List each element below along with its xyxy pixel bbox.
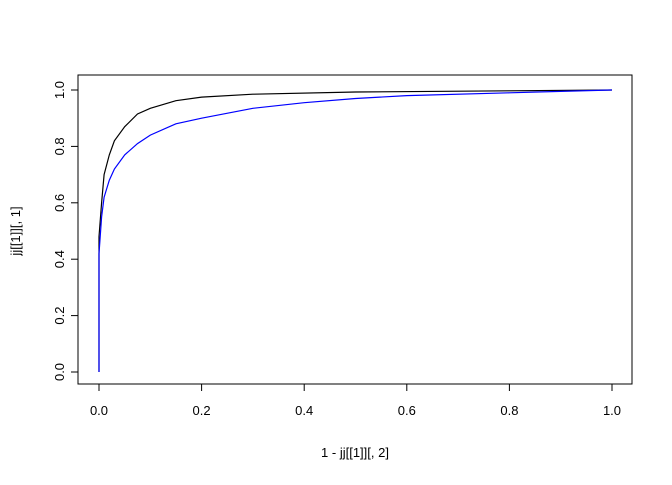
y-tick-label: 0.2 <box>52 307 67 325</box>
x-tick-label: 0.8 <box>500 403 518 418</box>
y-tick-label: 1.0 <box>52 81 67 99</box>
y-tick-label: 0.0 <box>52 363 67 381</box>
x-tick-label: 0.0 <box>90 403 108 418</box>
plot-box <box>77 74 633 385</box>
x-tick-label: 0.6 <box>398 403 416 418</box>
y-axis: 0.0 0.2 0.4 0.6 0.8 1.0 <box>52 81 79 381</box>
y-tick-label: 0.6 <box>52 194 67 212</box>
series-lines <box>98 89 613 372</box>
x-axis: 0.0 0.2 0.4 0.6 0.8 1.0 <box>90 383 621 418</box>
x-tick-label: 0.4 <box>295 403 313 418</box>
y-tick-label: 0.8 <box>52 137 67 155</box>
x-tick-label: 1.0 <box>603 403 621 418</box>
y-tick-label: 0.4 <box>52 250 67 268</box>
series-line-2 <box>98 89 613 372</box>
y-axis-label: jj[[1]][, 1] <box>8 206 23 256</box>
x-tick-label: 0.2 <box>193 403 211 418</box>
x-axis-label: 1 - jj[[1]][, 2] <box>321 445 389 460</box>
series-line-1 <box>98 89 613 372</box>
